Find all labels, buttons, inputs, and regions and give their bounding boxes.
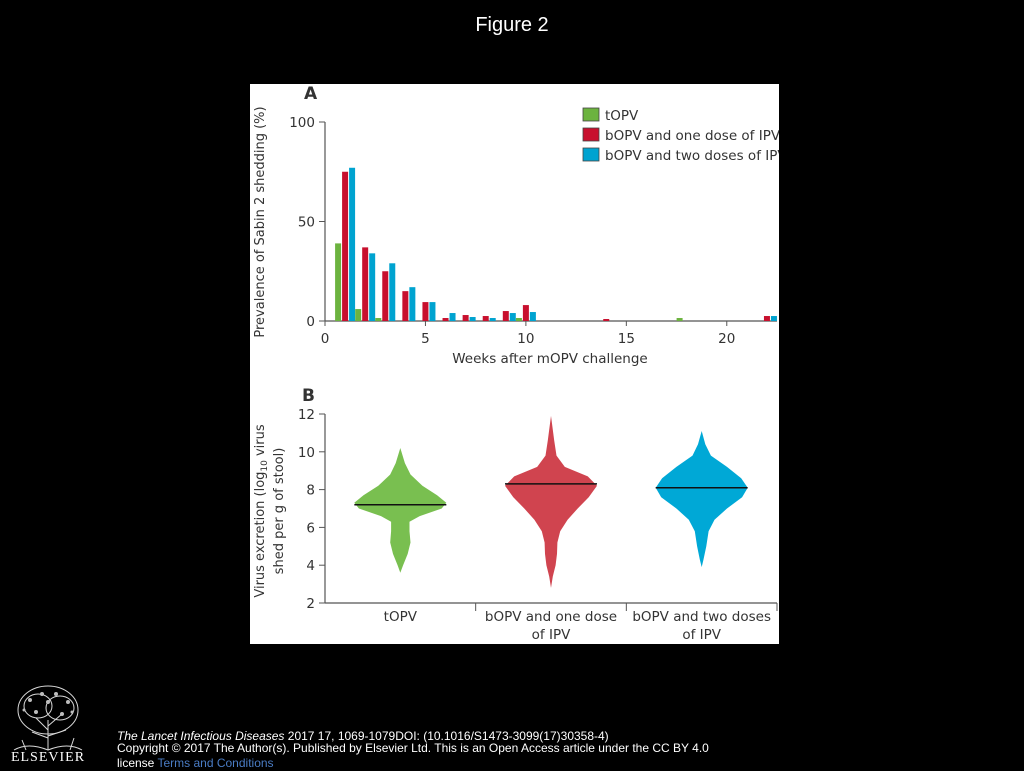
panel-a-bar	[522, 305, 529, 321]
panel-a-bar	[429, 302, 436, 321]
panel-a-x-tick-label: 15	[618, 331, 635, 347]
panel-a-bars	[335, 167, 777, 321]
panel-a-legend: tOPV bOPV and one dose of IPV bOPV and two…	[582, 107, 779, 164]
panel-a-bar	[349, 167, 356, 321]
panel-a-bar	[462, 315, 469, 321]
panel-a-bar	[369, 253, 376, 321]
legend-swatch	[582, 127, 600, 142]
figure-panel: A 0 50 100 0 5 10 15 20 Prevalence of Sabin 2 …	[250, 84, 779, 644]
panel-b-violin-chart: B 2 4 6 8 10 12 tOPV bOPV and one dose of IPV bO…	[253, 386, 778, 643]
panel-a-bar	[502, 311, 509, 321]
panel-a-y-axis: 0 50 100	[289, 115, 326, 330]
panel-a-bar	[375, 318, 382, 321]
panel-b-violins	[354, 415, 748, 588]
citation-details: 2017 17, 1069-1079DOI: (10.1016/S1473-30…	[284, 729, 609, 743]
panel-a-bar	[402, 291, 409, 321]
panel-a-x-tick-label: 0	[321, 331, 330, 347]
copyright-text: Copyright © 2017 The Author(s). Publishe…	[117, 741, 709, 770]
violin-shape	[354, 448, 447, 573]
panel-b-y-tick-label: 8	[306, 483, 315, 499]
panel-a-bar	[355, 309, 362, 321]
panel-b-group-label-line2: of IPV	[682, 627, 721, 643]
panel-a-bar	[362, 247, 369, 321]
panel-a-x-tick-label: 20	[718, 331, 735, 347]
copyright-notice: Copyright © 2017 The Author(s). Publishe…	[117, 741, 717, 771]
terms-and-conditions-link[interactable]: Terms and Conditions	[157, 756, 274, 770]
panel-b-y-tick-label: 10	[298, 445, 315, 461]
legend-swatch	[582, 107, 600, 122]
panel-a-y-axis-label: Prevalence of Sabin 2 shedding (%)	[253, 106, 268, 337]
journal-name: The Lancet Infectious Diseases	[117, 729, 285, 743]
citation: The Lancet Infectious Diseases 2017 17, …	[117, 729, 717, 743]
panel-a-bar	[770, 316, 777, 321]
panel-a-x-tick-label: 10	[517, 331, 534, 347]
panel-a-bar	[469, 317, 476, 321]
panel-a-bar	[409, 287, 416, 321]
panel-b-y-axis: 2 4 6 8 10 12	[298, 407, 326, 612]
panel-b-y-tick-label: 12	[298, 407, 315, 423]
panel-a-bar	[676, 318, 683, 321]
panel-b-y-tick-label: 2	[306, 596, 315, 612]
figure-chart: A 0 50 100 0 5 10 15 20 Prevalence of Sabin 2 …	[253, 84, 779, 643]
panel-b-group-label: bOPV and one dose	[485, 609, 617, 625]
panel-b-label: B	[302, 386, 315, 406]
panel-a-bar	[389, 263, 396, 321]
panel-a-bar-chart: A 0 50 100 0 5 10 15 20 Prevalence of Sabin 2 …	[253, 84, 779, 367]
panel-a-bar	[763, 316, 770, 321]
panel-a-bar	[422, 302, 429, 321]
panel-b-y-axis-label: Virus excretion (log10 virus	[253, 424, 270, 598]
legend-label: tOPV	[605, 108, 639, 124]
violin-shape	[655, 431, 748, 568]
panel-b-y-axis-label-line2: shed per g of stool)	[272, 448, 287, 575]
panel-a-x-axis-label: Weeks after mOPV challenge	[452, 351, 647, 367]
panel-b-group-label: tOPV	[384, 609, 418, 625]
panel-a-bar	[489, 318, 496, 321]
panel-b-y-tick-label: 6	[306, 520, 315, 536]
violin-shape	[505, 415, 597, 588]
panel-b-y-tick-label: 4	[306, 558, 315, 574]
legend-label: bOPV and two doses of IPV	[605, 148, 779, 164]
panel-a-bar	[515, 318, 522, 321]
publisher-name: ELSEVIER	[10, 750, 86, 765]
panel-a-bar	[603, 319, 610, 321]
panel-a-x-axis: 0 5 10 15 20	[321, 320, 777, 347]
panel-a-bar	[442, 318, 449, 321]
panel-b-x-axis: tOPV bOPV and one dose of IPV bOPV and two …	[325, 602, 778, 643]
panel-a-y-tick-label: 50	[298, 215, 315, 231]
legend-swatch	[582, 147, 600, 162]
panel-b-group-label: bOPV and two doses	[632, 609, 771, 625]
panel-b-group-label-line2: of IPV	[532, 627, 571, 643]
slide-title: Figure 2	[475, 14, 549, 36]
panel-a-y-tick-label: 0	[306, 314, 315, 330]
legend-label: bOPV and one dose of IPV	[605, 128, 779, 144]
panel-a-bar	[529, 312, 536, 321]
panel-a-bar	[342, 171, 349, 321]
panel-a-bar	[335, 243, 342, 321]
panel-a-bar	[449, 313, 456, 321]
panel-a-bar	[509, 313, 516, 321]
panel-a-x-tick-label: 5	[421, 331, 430, 347]
panel-a-y-tick-label: 100	[289, 115, 315, 131]
panel-a-label: A	[304, 84, 318, 104]
panel-a-bar	[382, 271, 389, 321]
panel-a-bar	[482, 316, 489, 321]
elsevier-tree-logo-icon	[13, 685, 83, 751]
